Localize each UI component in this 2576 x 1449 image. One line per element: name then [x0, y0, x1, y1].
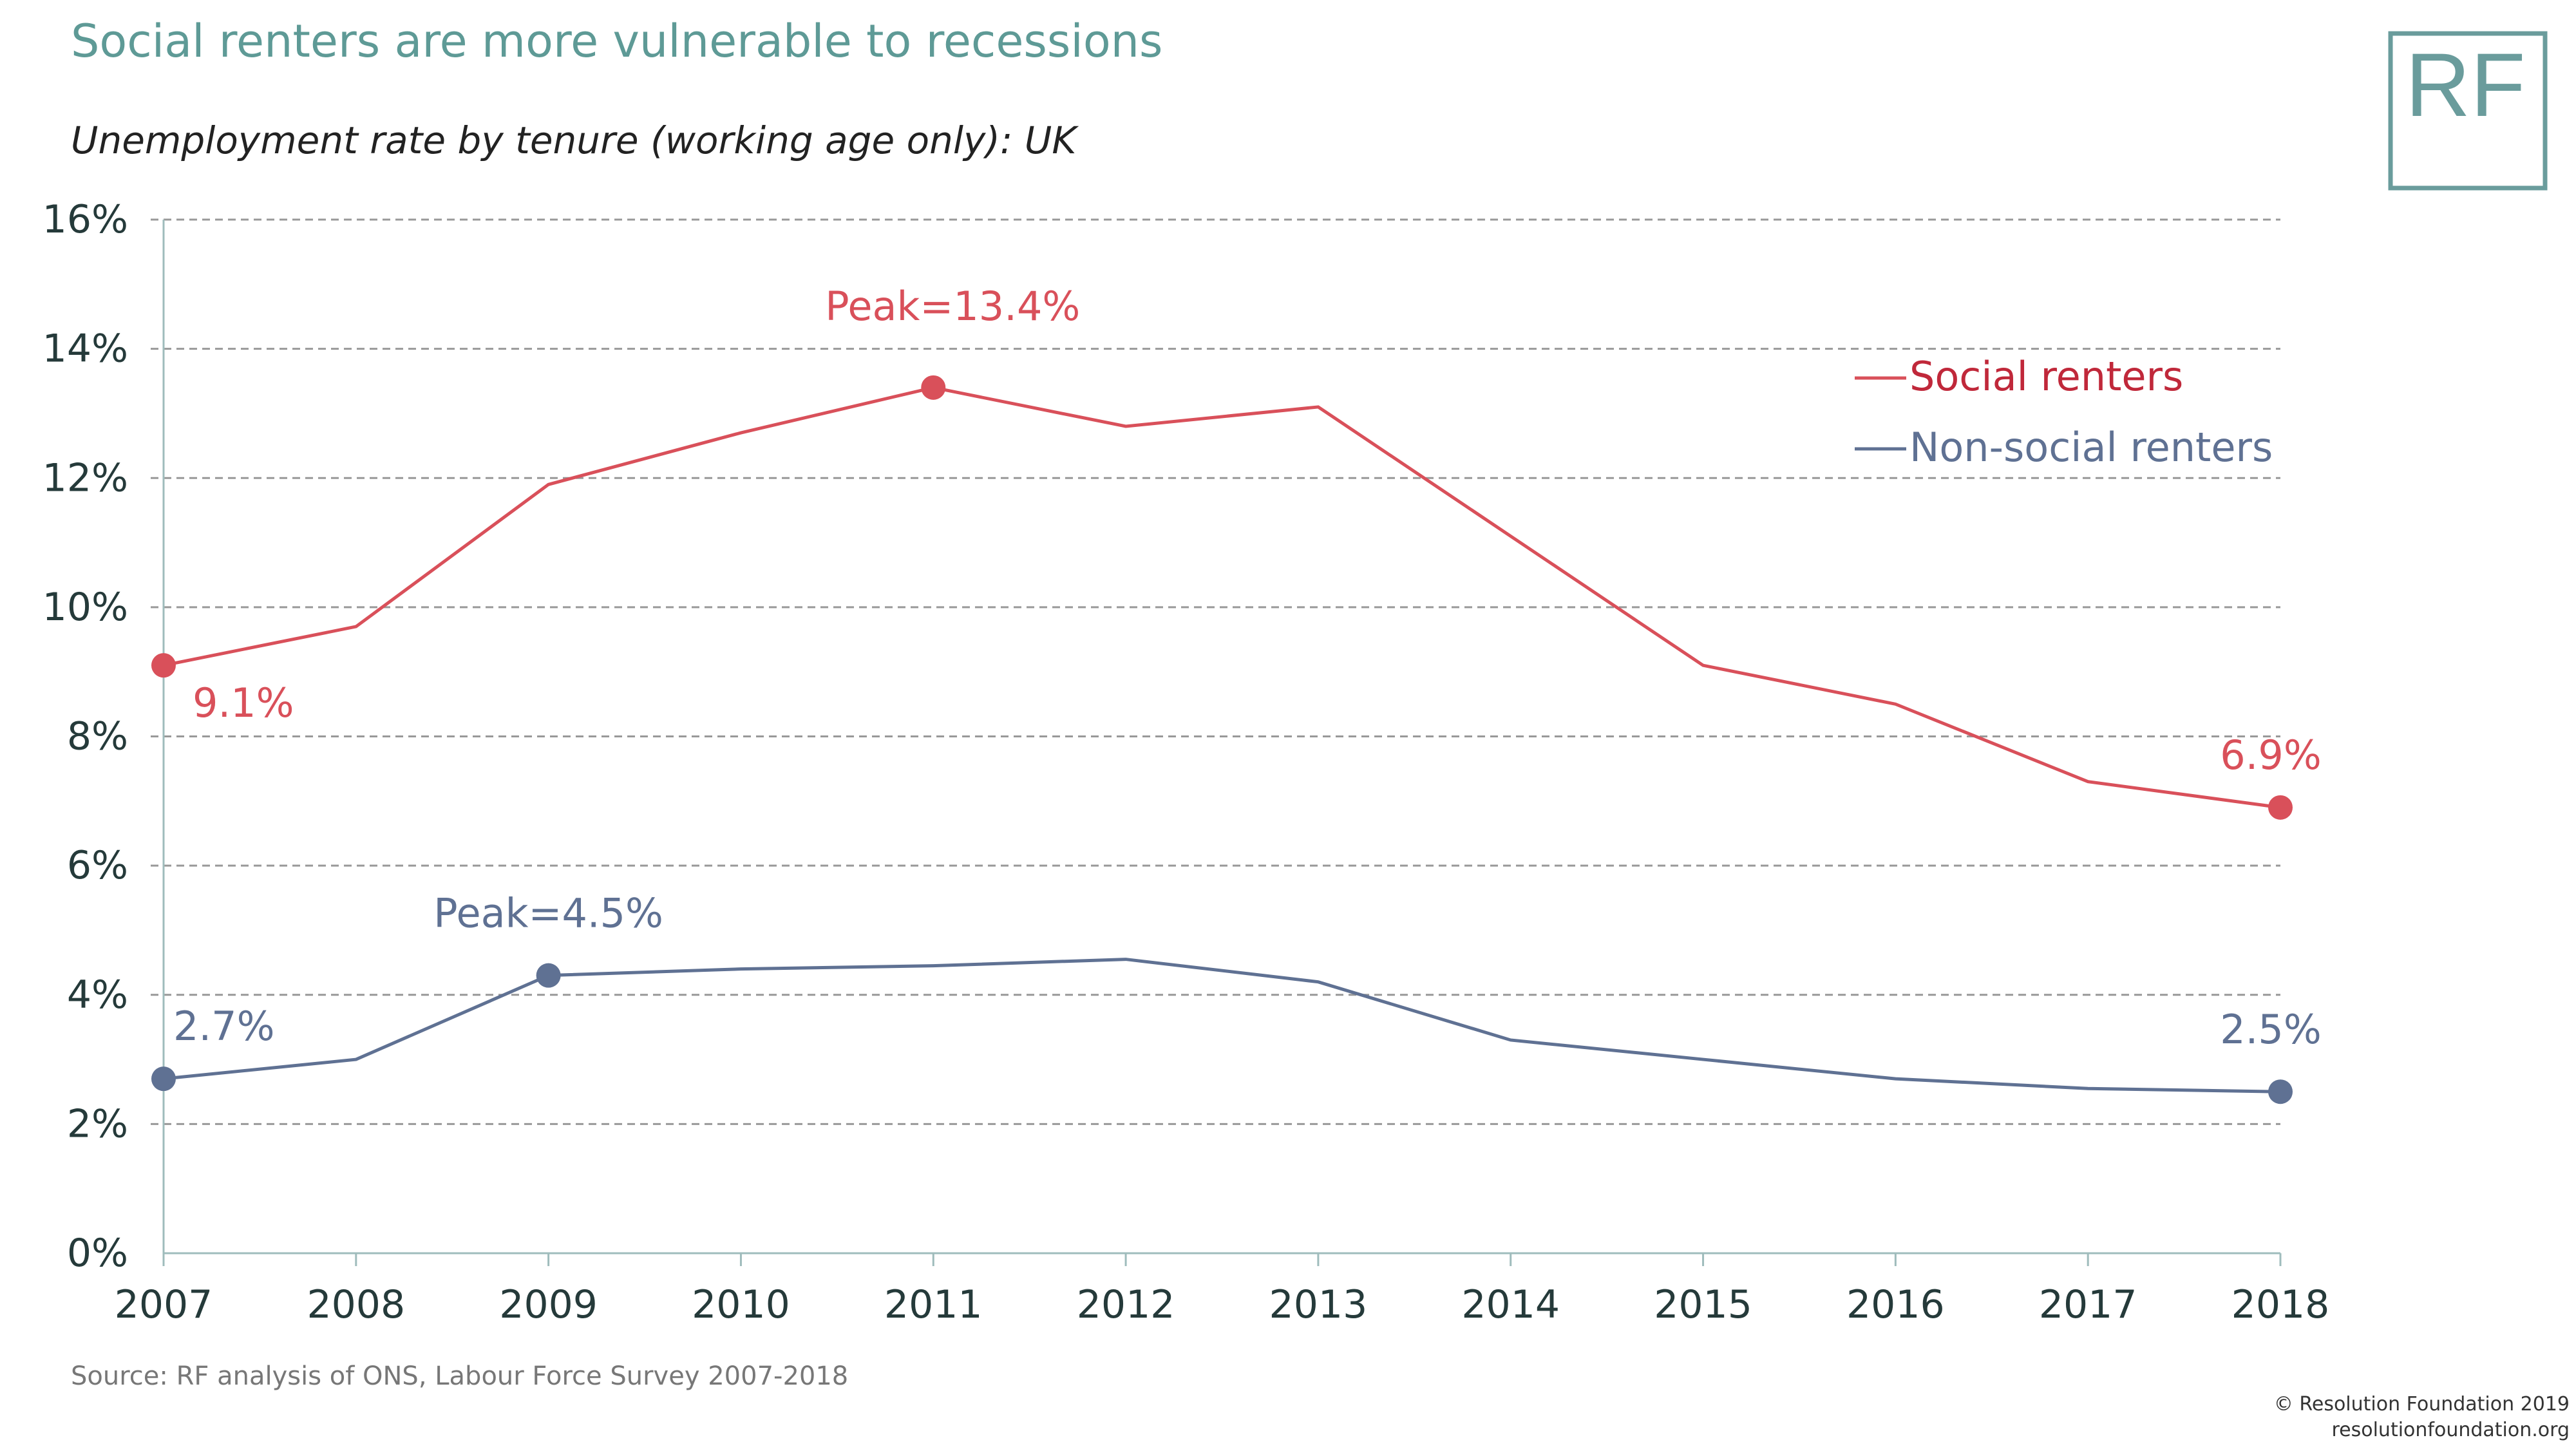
x-tick-label: 2010	[692, 1282, 790, 1327]
chart-subtitle: Unemployment rate by tenure (working age…	[71, 118, 1079, 162]
source-note: Source: RF analysis of ONS, Labour Force…	[71, 1361, 848, 1391]
data-point-marker	[151, 1066, 176, 1092]
y-tick-label: 0%	[67, 1231, 128, 1276]
y-tick-label: 14%	[43, 327, 128, 372]
data-point-marker	[151, 653, 176, 678]
y-tick-label: 12%	[43, 455, 128, 500]
chart-title: Social renters are more vulnerable to re…	[71, 15, 1162, 68]
y-tick-label: 2%	[67, 1101, 128, 1146]
data-label: 2.5%	[2220, 1006, 2322, 1053]
y-tick-label: 6%	[67, 843, 128, 888]
y-tick-label: 8%	[67, 714, 128, 759]
series-line-nonsocial	[163, 958, 2281, 1094]
data-label: Peak=4.5%	[433, 890, 663, 937]
logo-text: RF	[2405, 34, 2526, 135]
x-tick-label: 2013	[1269, 1282, 1368, 1327]
legend-label-nonsocial: Non-social renters	[1909, 424, 2273, 471]
data-label: 6.9%	[2220, 732, 2322, 779]
x-tick-label: 2016	[1846, 1282, 1945, 1327]
data-point-marker	[536, 963, 561, 988]
x-tick-label: 2014	[1461, 1282, 1560, 1327]
data-label: 2.7%	[173, 1003, 275, 1050]
x-tick-label: 2009	[499, 1282, 598, 1327]
x-tick-label: 2008	[307, 1282, 405, 1327]
x-tick-label: 2018	[2231, 1282, 2330, 1327]
y-tick-label: 16%	[43, 197, 128, 242]
data-point-marker	[2268, 1079, 2293, 1104]
data-label: 9.1%	[193, 679, 294, 726]
x-tick-label: 2011	[884, 1282, 983, 1327]
data-label: Peak=13.4%	[825, 283, 1080, 330]
data-point-marker	[2268, 795, 2293, 820]
series-line-social	[163, 386, 2281, 810]
x-tick-label: 2017	[2039, 1282, 2137, 1327]
copyright: © Resolution Foundation 2019	[2274, 1393, 2570, 1416]
legend-label-social: Social renters	[1909, 353, 2183, 400]
website: resolutionfoundation.org	[2331, 1419, 2570, 1441]
x-tick-label: 2012	[1077, 1282, 1175, 1327]
legend: Social renters Non-social renters	[1855, 353, 2273, 471]
data-point-marker	[921, 375, 946, 400]
y-tick-label: 4%	[67, 972, 128, 1018]
y-tick-label: 10%	[43, 585, 128, 630]
rf-logo: RF	[2388, 31, 2548, 191]
x-tick-label: 2007	[115, 1282, 213, 1327]
x-tick-label: 2015	[1654, 1282, 1752, 1327]
